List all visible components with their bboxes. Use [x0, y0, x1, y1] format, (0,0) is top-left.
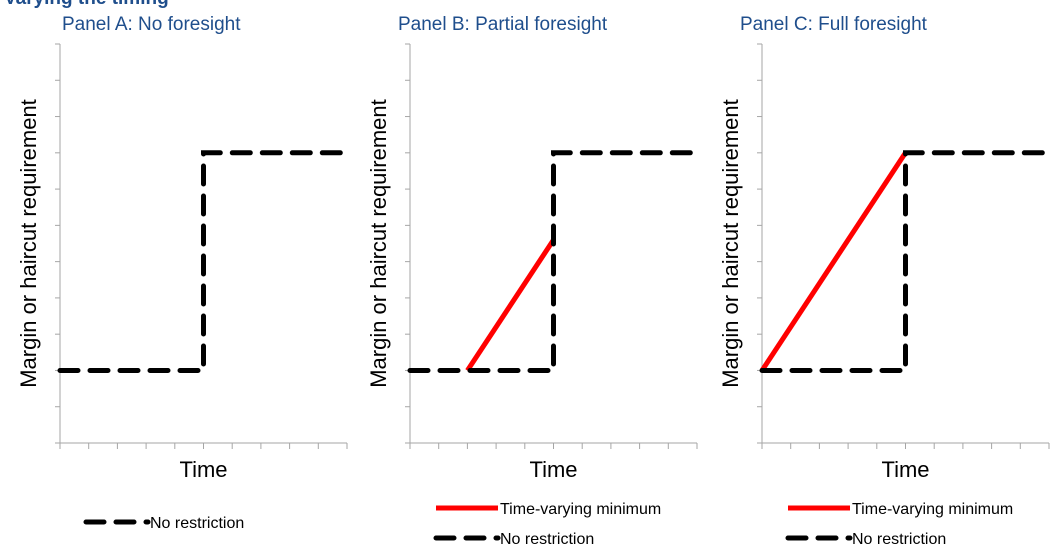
panel-c: Panel C: Full foresight Margin or haircut…: [718, 14, 1050, 548]
panel-a: Panel A: No foresight Margin or haircut r…: [16, 14, 350, 532]
x-axis-label: Time: [881, 457, 929, 482]
legend-label: No restriction: [852, 531, 946, 548]
panel-b: Panel B: Partial foresight Margin or hair…: [366, 14, 700, 548]
series-no-restriction-line: [759, 150, 1050, 373]
panel-title: Panel A: No foresight: [62, 14, 241, 35]
panel-title: Panel B: Partial foresight: [398, 14, 608, 35]
legend-label: No restriction: [500, 531, 594, 548]
legend-label: Time-varying minimum: [852, 501, 1013, 518]
x-axis-label: Time: [529, 457, 577, 482]
series-time-varying-minimum-line: [465, 238, 556, 372]
series-no-restriction-line: [57, 150, 350, 373]
series-time-varying-minimum-line: [759, 151, 908, 372]
y-axis-label: Margin or haircut requirement: [718, 99, 743, 388]
legend-label: No restriction: [150, 515, 244, 532]
y-axis-label: Margin or haircut requirement: [16, 99, 41, 388]
x-axis-label: Time: [179, 457, 227, 482]
figure-title: Varying the timing: [4, 0, 169, 10]
legend-label: Time-varying minimum: [500, 501, 661, 518]
y-axis-label: Margin or haircut requirement: [366, 99, 391, 388]
series-no-restriction-line: [407, 150, 700, 373]
panel-title: Panel C: Full foresight: [740, 14, 928, 35]
